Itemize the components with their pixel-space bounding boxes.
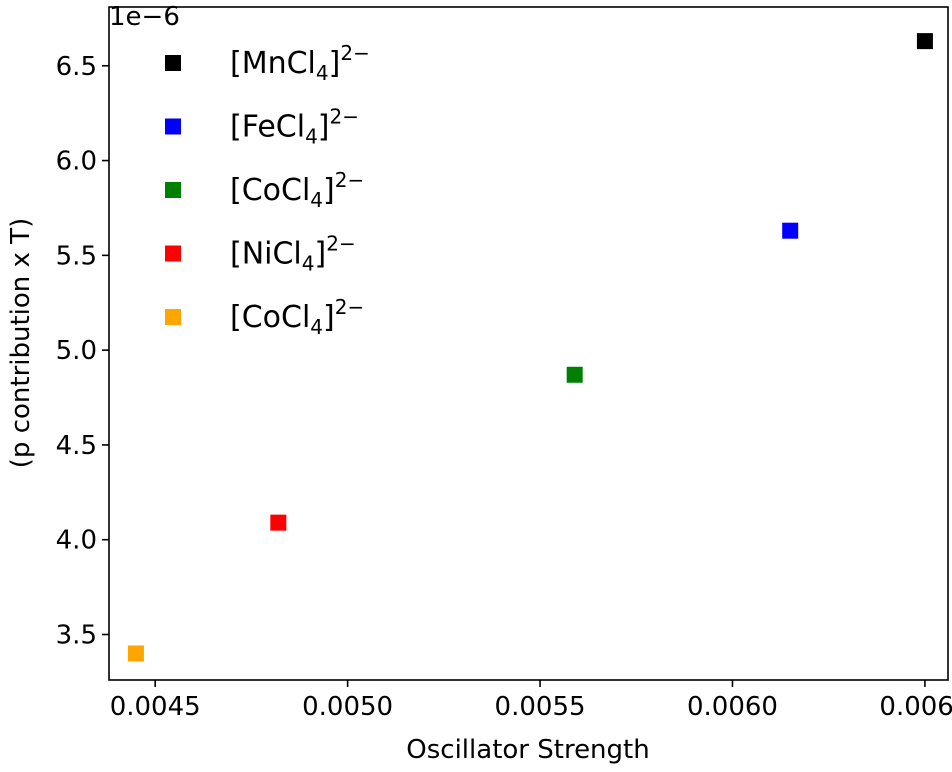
- plot-area-frame: [108, 6, 949, 681]
- y-axis: 3.5 4.0 4.5 5.0 5.5 6.0 6.5: [56, 52, 109, 651]
- legend-label: [MnCl4]2−: [230, 41, 370, 85]
- legend-label: [FeCl4]2−: [230, 105, 359, 149]
- data-point: [270, 514, 287, 531]
- y-tick-label: 4.5: [56, 431, 97, 461]
- x-axis: 0.0045 0.0050 0.0055 0.0060 0.0065: [110, 680, 952, 722]
- legend-label: [NiCl4]2−: [230, 232, 356, 276]
- x-tick-label: 0.0045: [110, 692, 201, 722]
- x-tick-label: 0.0050: [302, 692, 393, 722]
- data-point: [127, 645, 144, 662]
- legend-marker: [165, 245, 181, 262]
- y-tick-label: 5.5: [56, 241, 97, 271]
- y-axis-label: (p contribution x T): [6, 218, 36, 468]
- y-tick-label: 5.0: [56, 336, 97, 366]
- x-tick-label: 0.0055: [495, 692, 586, 722]
- data-point: [782, 222, 799, 239]
- y-offset-label: 1e−6: [109, 2, 180, 32]
- y-tick-label: 6.5: [56, 52, 97, 82]
- x-tick-label: 0.0065: [879, 692, 952, 722]
- legend-label: [CoCl4]2−: [230, 295, 364, 339]
- legend-marker: [165, 182, 181, 198]
- y-tick-label: 3.5: [56, 621, 97, 651]
- y-tick-label: 4.0: [56, 526, 97, 556]
- legend-marker: [165, 309, 181, 325]
- x-axis-label: Oscillator Strength: [406, 735, 649, 765]
- data-point: [566, 366, 583, 383]
- legend-marker: [165, 55, 181, 71]
- x-tick-label: 0.0060: [687, 692, 778, 722]
- data-points: [127, 33, 933, 662]
- y-tick-label: 6.0: [56, 147, 97, 177]
- legend-marker: [165, 118, 181, 135]
- data-point: [916, 33, 933, 50]
- legend-label: [CoCl4]2−: [230, 168, 364, 212]
- legend: [MnCl4]2− [FeCl4]2− [CoCl4]2− [NiCl4]2− [CoC…: [165, 41, 370, 339]
